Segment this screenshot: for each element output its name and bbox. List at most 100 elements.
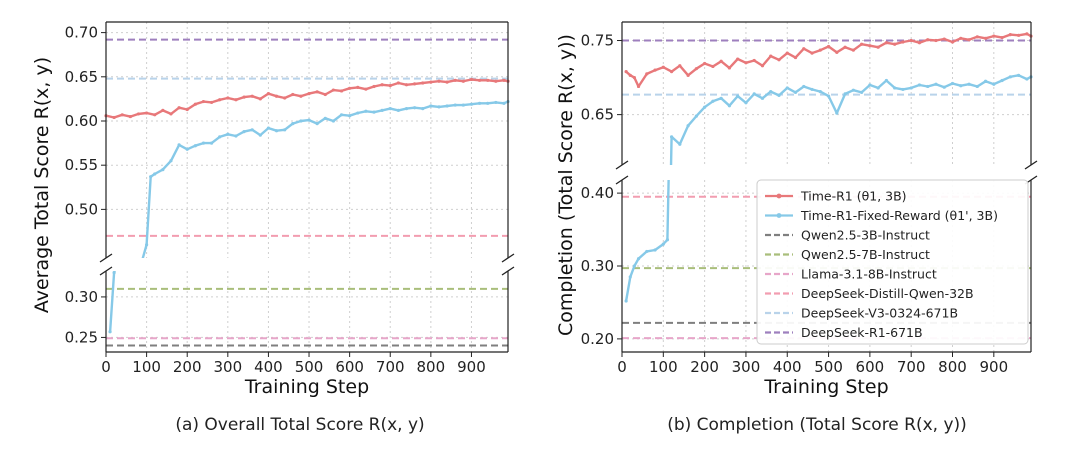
legend-box — [756, 179, 1029, 345]
x-tick-label: 800 — [417, 358, 446, 376]
data-point-time_r1_fixed — [201, 141, 206, 145]
data-point-time_r1 — [661, 65, 665, 69]
data-point-time_r1 — [307, 91, 311, 96]
data-point-time_r1_fixed — [169, 159, 173, 163]
data-point-time_r1 — [967, 38, 971, 42]
data-point-time_r1_fixed — [632, 264, 636, 268]
x-tick-label: 300 — [213, 358, 242, 376]
data-point-time_r1_fixed — [469, 102, 474, 106]
data-point-time_r1 — [785, 51, 789, 55]
data-point-time_r1_fixed — [669, 135, 674, 139]
data-point-time_r1 — [669, 70, 674, 74]
x-tick-label: 200 — [173, 358, 202, 376]
data-point-time_r1 — [266, 91, 271, 96]
data-point-time_r1_fixed — [752, 92, 756, 96]
data-point-time_r1_fixed — [909, 86, 913, 90]
data-point-time_r1 — [744, 61, 748, 65]
data-point-time_r1 — [153, 113, 157, 117]
data-point-time_r1 — [242, 95, 246, 99]
data-point-time_r1_fixed — [851, 88, 855, 92]
data-point-time_r1 — [868, 44, 872, 48]
data-point-time_r1 — [975, 35, 979, 39]
data-point-time_r1 — [1008, 32, 1012, 37]
data-point-time_r1_fixed — [628, 275, 632, 279]
data-point-time_r1 — [299, 94, 303, 98]
data-point-time_r1_fixed — [802, 84, 806, 89]
data-point-time_r1_fixed — [108, 330, 112, 334]
data-point-time_r1_fixed — [226, 132, 230, 136]
data-point-time_r1 — [760, 64, 765, 68]
axis-break-mark — [99, 253, 113, 263]
data-point-time_r1 — [486, 78, 490, 82]
legend-label-qwen3b: Qwen2.5-3B-Instruct — [801, 228, 930, 243]
data-point-time_r1 — [860, 42, 864, 46]
data-point-time_r1_fixed — [461, 103, 465, 107]
x-tick-label: 500 — [295, 358, 324, 376]
data-point-time_r1_fixed — [694, 114, 698, 118]
data-point-time_r1 — [169, 112, 173, 116]
data-point-time_r1 — [323, 92, 327, 97]
x-tick-label: 200 — [690, 358, 719, 376]
x-tick-label: 600 — [335, 358, 364, 376]
x-tick-label: 700 — [897, 358, 926, 376]
data-point-time_r1_fixed — [250, 128, 254, 132]
axis-break-mark — [501, 253, 515, 263]
data-point-time_r1 — [364, 87, 368, 91]
legend-label-time_r1_fixed: Time-R1-Fixed-Reward (θ1', 3B) — [800, 208, 998, 223]
data-point-time_r1_fixed — [396, 108, 400, 112]
data-point-time_r1 — [628, 73, 632, 77]
data-point-time_r1 — [632, 75, 636, 80]
legend: Time-R1 (θ1, 3B) Time-R1-Fixed-Reward (θ1… — [756, 179, 1029, 345]
y-tick-label: 0.55 — [65, 156, 98, 174]
data-point-time_r1 — [429, 80, 433, 84]
data-point-time_r1_fixed — [149, 175, 153, 179]
series-line-time_r1 — [625, 32, 1031, 88]
data-point-time_r1 — [876, 45, 880, 49]
data-point-time_r1_fixed — [1025, 77, 1029, 81]
data-point-time_r1 — [404, 83, 409, 87]
data-point-time_r1_fixed — [703, 105, 707, 109]
x-tick-label: 400 — [254, 358, 283, 376]
data-point-time_r1 — [926, 38, 930, 42]
x-tick-label: 0 — [101, 358, 111, 376]
data-point-time_r1_fixed — [744, 101, 748, 105]
data-point-time_r1 — [112, 115, 116, 120]
data-point-time_r1 — [283, 96, 287, 100]
y-tick-label: 0.30 — [65, 288, 98, 306]
y-tick-label: 0.25 — [65, 328, 98, 346]
data-point-time_r1_fixed — [727, 104, 732, 108]
data-point-time_r1_fixed — [843, 92, 847, 96]
data-point-time_r1 — [843, 45, 847, 49]
data-point-time_r1 — [678, 64, 682, 68]
x-axis-label: Training Step — [763, 376, 888, 398]
data-point-time_r1 — [437, 79, 441, 83]
data-point-time_r1_fixed — [112, 271, 116, 275]
data-point-time_r1 — [793, 55, 798, 60]
data-point-time_r1 — [686, 73, 690, 77]
data-point-time_r1_fixed — [161, 168, 165, 172]
data-point-time_r1_fixed — [942, 85, 946, 89]
data-point-time_r1_fixed — [826, 94, 831, 98]
axis-break-mark — [99, 266, 113, 276]
data-point-time_r1_fixed — [177, 143, 181, 147]
data-point-time_r1_fixed — [274, 129, 279, 133]
y-tick-label: 0.30 — [581, 257, 614, 275]
data-point-time_r1 — [901, 40, 905, 44]
data-point-time_r1 — [193, 102, 197, 106]
subfigure-caption: (b) Completion (Total Score R(x, y)) — [667, 415, 967, 435]
data-point-time_r1_fixed — [719, 96, 723, 100]
data-point-time_r1_fixed — [283, 128, 287, 132]
data-point-time_r1 — [810, 51, 814, 55]
data-point-time_r1 — [161, 108, 165, 112]
data-point-time_r1_fixed — [959, 84, 963, 88]
data-point-time_r1 — [893, 42, 897, 46]
x-tick-label: 0 — [617, 358, 627, 376]
data-point-time_r1 — [1017, 33, 1021, 37]
data-point-time_r1 — [421, 81, 425, 85]
data-point-time_r1_fixed — [769, 90, 773, 94]
data-point-time_r1_fixed — [315, 122, 319, 126]
y-tick-label: 0.60 — [65, 112, 98, 130]
data-point-time_r1_fixed — [453, 103, 457, 107]
data-point-time_r1_fixed — [876, 86, 880, 90]
data-point-time_r1_fixed — [686, 124, 690, 128]
